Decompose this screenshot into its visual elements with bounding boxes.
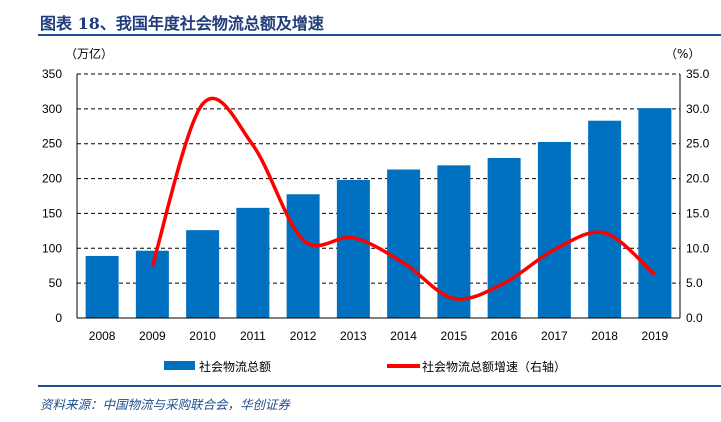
growth-line	[150, 96, 657, 301]
x-tick-label: 2011	[240, 329, 266, 343]
left-axis-unit: （万亿）	[65, 46, 113, 61]
x-tick-label: 2018	[591, 329, 618, 343]
right-tick-label: 15.0	[686, 206, 710, 220]
x-tick-label: 2019	[642, 329, 669, 343]
right-tick-label: 5.0	[686, 276, 703, 290]
x-tick-label: 2017	[541, 329, 568, 343]
bar-2019	[638, 108, 672, 318]
legend-bar-swatch	[164, 361, 195, 370]
source-divider	[38, 385, 721, 387]
right-axis-unit: （%）	[665, 47, 700, 61]
right-tick-label: 30.0	[686, 102, 710, 116]
left-tick-label: 50	[49, 276, 63, 290]
left-tick-label: 300	[42, 102, 62, 116]
right-tick-label: 20.0	[686, 172, 710, 186]
bar-2018	[588, 120, 622, 318]
bar-2014	[387, 169, 421, 318]
left-tick-label: 150	[42, 206, 62, 220]
x-tick-label: 2013	[340, 329, 367, 343]
bar-2010	[186, 230, 220, 318]
x-tick-label: 2016	[491, 329, 518, 343]
left-tick-label: 100	[42, 241, 62, 255]
source-note: 资料来源：中国物流与采购联合会，华创证券	[40, 397, 291, 412]
left-tick-label: 250	[42, 137, 62, 151]
bar-2011	[236, 207, 270, 318]
right-tick-label: 25.0	[686, 137, 710, 151]
x-tick-label: 2014	[390, 329, 417, 343]
bar-2013	[336, 179, 370, 318]
title-divider	[38, 34, 721, 36]
x-tick-label: 2008	[89, 329, 116, 343]
right-tick-label: 10.0	[686, 241, 710, 255]
left-tick-label: 350	[42, 67, 62, 81]
left-tick-label: 200	[42, 172, 62, 186]
legend-line-label: 社会物流总额增速（右轴）	[422, 359, 566, 374]
left-tick-label: 0	[55, 311, 62, 325]
x-tick-label: 2012	[290, 329, 317, 343]
bar-2016	[487, 158, 521, 318]
figure-title: 图表 18、我国年度社会物流总额及增速	[40, 14, 324, 33]
bar-2017	[537, 141, 571, 318]
x-tick-label: 2010	[189, 329, 216, 343]
legend-bar-label: 社会物流总额	[199, 359, 271, 374]
bar-2008	[85, 255, 119, 318]
x-tick-label: 2009	[139, 329, 166, 343]
x-tick-label: 2015	[441, 329, 468, 343]
bar-2012	[286, 194, 320, 318]
right-tick-label: 0.0	[686, 311, 703, 325]
right-tick-label: 35.0	[686, 67, 710, 81]
